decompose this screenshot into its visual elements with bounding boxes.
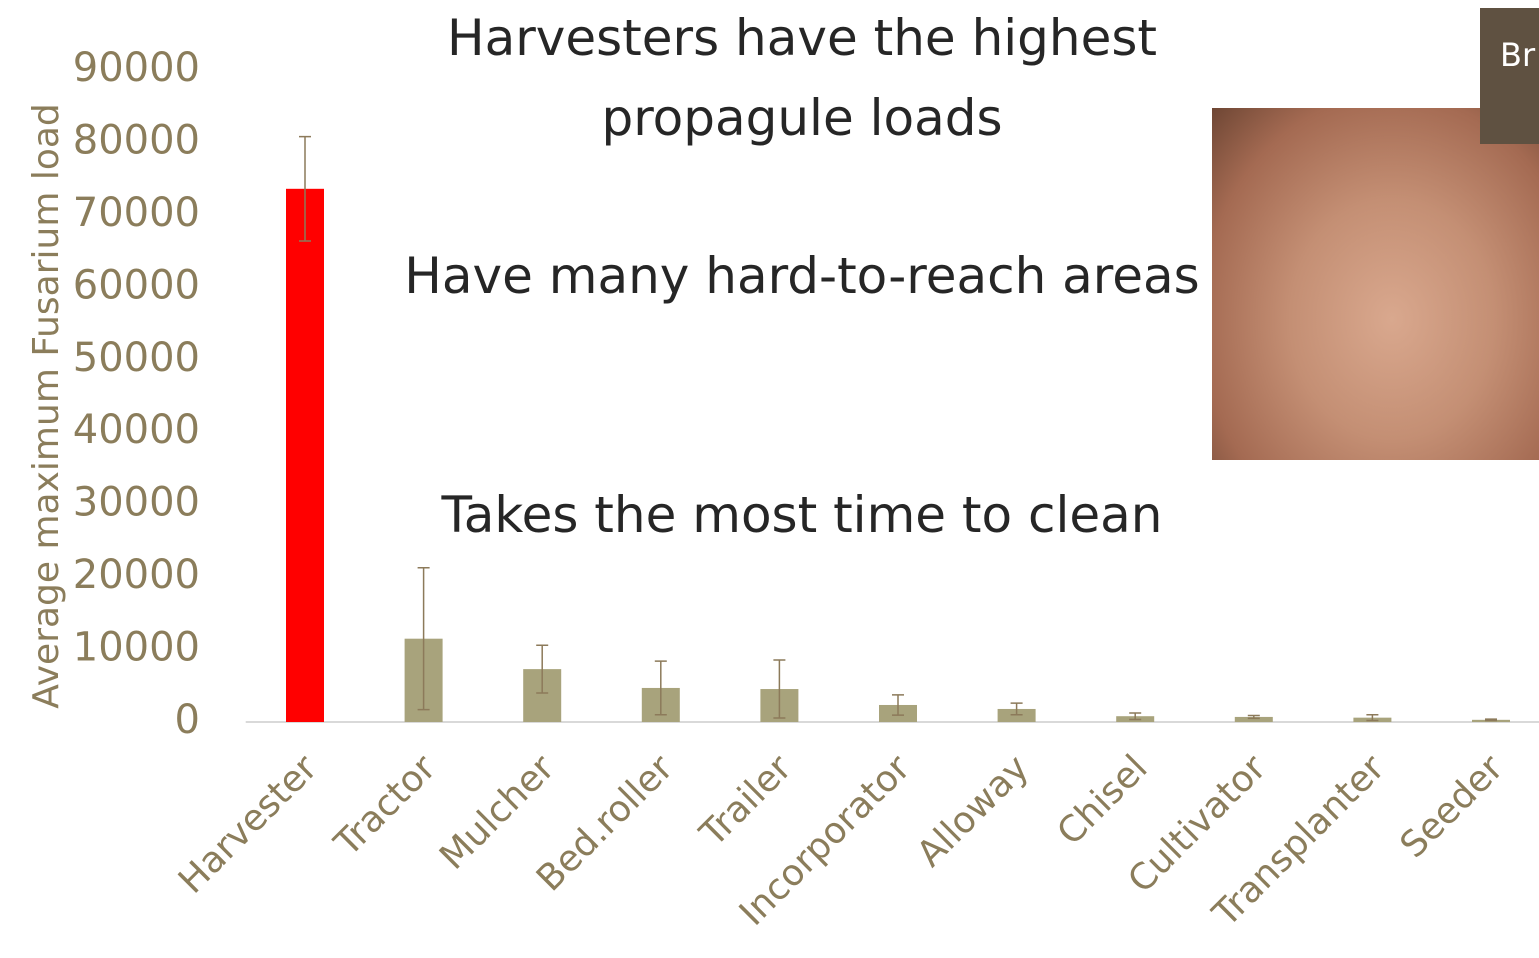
x-tick-label: Harvester [171,747,325,901]
x-tick-label: Alloway [909,747,1037,875]
error-bar [299,135,311,242]
error-bar [1485,718,1497,722]
photo [1212,108,1539,460]
error-bar [892,694,904,716]
bar [286,188,324,722]
x-tick-label: Seeder [1393,747,1512,866]
error-bar [1366,714,1379,722]
y-tick-label: 80000 [73,117,200,163]
y-tick-label: 30000 [73,480,200,526]
annotation: Takes the most time to clean [441,486,1163,544]
annotation: Have many hard-to-reach areas [404,247,1200,305]
y-tick-label: 0 [175,697,200,743]
error-bar [654,660,667,716]
y-axis-label: Average maximum Fusarium load [26,103,67,709]
y-tick-label: 20000 [73,552,200,598]
error-bar [1247,714,1260,720]
y-tick-label: 90000 [73,45,200,91]
side-label: Br [1500,36,1536,74]
side-panel: Br [1480,8,1539,144]
y-tick-label: 60000 [73,262,200,308]
error-bar [536,644,549,694]
y-tick-label: 50000 [73,335,200,381]
y-tick-label: 10000 [73,625,200,671]
error-bar [1010,702,1023,716]
y-tick-label: 40000 [73,407,200,453]
x-tick-label: Tractor [326,747,444,865]
x-tick-label: Trailer [692,747,800,855]
x-tick-label: Chisel [1050,747,1156,853]
slide-title: Harvesters have the highest propagule lo… [446,9,1157,147]
error-bar [417,566,430,711]
bar [1234,716,1273,722]
y-tick-label: 70000 [73,190,200,236]
error-bar [1129,712,1142,721]
error-bar [773,659,786,719]
